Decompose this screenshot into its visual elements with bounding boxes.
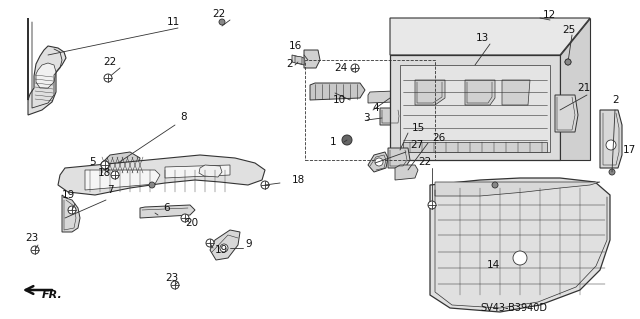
Polygon shape — [368, 152, 388, 172]
Text: SV43-B3940D: SV43-B3940D — [480, 303, 547, 313]
Circle shape — [565, 59, 571, 65]
Polygon shape — [310, 83, 365, 100]
Polygon shape — [368, 90, 422, 103]
Circle shape — [111, 171, 119, 179]
Text: 8: 8 — [180, 112, 187, 122]
Polygon shape — [28, 18, 66, 115]
Text: 2: 2 — [286, 59, 292, 69]
Polygon shape — [58, 155, 265, 195]
Text: 6: 6 — [163, 203, 170, 213]
Text: 20: 20 — [185, 218, 198, 228]
Circle shape — [220, 244, 228, 252]
Polygon shape — [304, 50, 320, 68]
Polygon shape — [430, 178, 610, 312]
Text: 16: 16 — [289, 41, 302, 51]
Polygon shape — [390, 55, 560, 160]
Circle shape — [31, 246, 39, 254]
Text: 3: 3 — [363, 113, 370, 123]
Polygon shape — [140, 205, 195, 218]
Text: 18: 18 — [292, 175, 305, 185]
Text: 11: 11 — [167, 17, 180, 27]
Text: 10: 10 — [333, 95, 346, 105]
Polygon shape — [380, 108, 402, 125]
Circle shape — [104, 74, 112, 82]
Polygon shape — [295, 56, 302, 64]
Circle shape — [101, 161, 109, 169]
Text: 5: 5 — [89, 157, 95, 167]
Polygon shape — [465, 80, 495, 105]
Circle shape — [68, 206, 76, 214]
Polygon shape — [62, 195, 80, 232]
Text: 12: 12 — [543, 10, 556, 20]
Text: 9: 9 — [245, 239, 252, 249]
Polygon shape — [415, 80, 445, 105]
Polygon shape — [85, 170, 160, 190]
Text: 22: 22 — [212, 9, 225, 19]
Circle shape — [513, 251, 527, 265]
Polygon shape — [292, 55, 304, 65]
Polygon shape — [400, 65, 550, 152]
Polygon shape — [100, 152, 140, 175]
Polygon shape — [560, 18, 590, 160]
Circle shape — [149, 182, 155, 188]
Text: 17: 17 — [623, 145, 636, 155]
Circle shape — [492, 182, 498, 188]
Text: 14: 14 — [487, 260, 500, 270]
Text: 18: 18 — [98, 168, 111, 178]
Circle shape — [342, 135, 352, 145]
Circle shape — [219, 19, 225, 25]
Text: 1: 1 — [330, 137, 337, 147]
Polygon shape — [403, 142, 547, 152]
Circle shape — [101, 161, 109, 169]
Polygon shape — [502, 80, 530, 105]
Circle shape — [606, 140, 616, 150]
Circle shape — [171, 281, 179, 289]
Circle shape — [351, 64, 359, 72]
Polygon shape — [390, 18, 590, 55]
Circle shape — [261, 181, 269, 189]
Text: 23: 23 — [25, 233, 38, 243]
Polygon shape — [555, 95, 578, 132]
Text: 19: 19 — [62, 190, 76, 200]
Text: 2: 2 — [612, 95, 619, 105]
Text: 22: 22 — [418, 157, 431, 167]
Text: 23: 23 — [165, 273, 179, 283]
Polygon shape — [165, 165, 230, 178]
Text: 24: 24 — [334, 63, 348, 73]
Bar — [305, 60, 435, 160]
Circle shape — [181, 214, 189, 222]
Text: 15: 15 — [412, 123, 425, 133]
Polygon shape — [210, 230, 240, 260]
Polygon shape — [600, 110, 622, 168]
Polygon shape — [199, 165, 222, 177]
Polygon shape — [388, 148, 410, 168]
Text: 22: 22 — [103, 57, 116, 67]
Circle shape — [429, 202, 435, 208]
Text: 25: 25 — [562, 25, 575, 35]
Text: 21: 21 — [577, 83, 590, 93]
Text: 27: 27 — [410, 140, 423, 150]
Circle shape — [206, 239, 214, 247]
Polygon shape — [395, 165, 418, 180]
Circle shape — [609, 169, 615, 175]
Text: 4: 4 — [372, 103, 379, 113]
Text: 26: 26 — [432, 133, 445, 143]
Circle shape — [428, 201, 436, 209]
Polygon shape — [435, 182, 600, 196]
Circle shape — [565, 59, 571, 65]
Text: 13: 13 — [476, 33, 489, 43]
Text: 7: 7 — [107, 185, 114, 195]
Text: 19: 19 — [215, 245, 228, 255]
Circle shape — [375, 158, 383, 166]
Polygon shape — [36, 63, 56, 88]
Text: FR.: FR. — [42, 290, 63, 300]
